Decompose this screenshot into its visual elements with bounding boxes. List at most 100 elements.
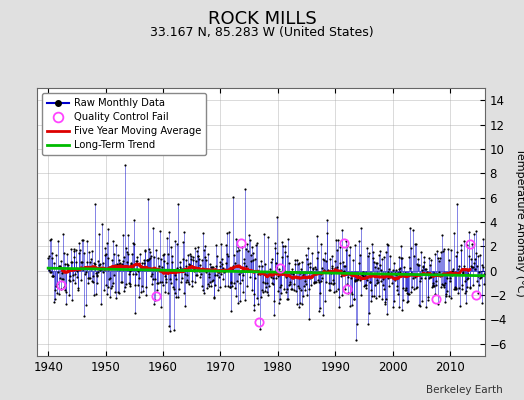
Point	[242, 263, 250, 270]
Point	[96, 267, 104, 273]
Point	[392, 283, 401, 289]
Point	[230, 279, 238, 286]
Point	[429, 282, 437, 288]
Point	[388, 280, 396, 286]
Point	[146, 255, 154, 261]
Point	[176, 264, 184, 270]
Point	[426, 273, 434, 280]
Point	[349, 270, 357, 277]
Point	[475, 268, 483, 275]
Point	[201, 254, 209, 260]
Point	[296, 270, 304, 276]
Point	[66, 278, 74, 284]
Point	[386, 274, 394, 280]
Point	[67, 258, 75, 265]
Point	[467, 262, 475, 269]
Point	[262, 272, 270, 278]
Point	[178, 274, 186, 281]
Point	[460, 238, 468, 244]
Point	[49, 273, 58, 279]
Point	[436, 284, 445, 290]
Point	[52, 252, 60, 258]
Point	[324, 280, 333, 286]
Point	[402, 284, 410, 291]
Point	[131, 309, 139, 316]
Point	[456, 246, 465, 253]
Point	[123, 248, 131, 255]
Point	[162, 276, 170, 282]
Point	[182, 279, 191, 286]
Point	[141, 292, 150, 298]
Point	[307, 282, 315, 288]
Point	[135, 251, 144, 257]
Point	[47, 235, 55, 242]
Point	[474, 290, 483, 296]
Point	[64, 267, 72, 273]
Point	[251, 256, 259, 263]
Point	[61, 287, 69, 293]
Point	[173, 294, 182, 300]
Point	[201, 257, 210, 263]
Point	[223, 251, 231, 258]
Point	[431, 251, 439, 258]
Point	[300, 282, 308, 289]
Point	[168, 284, 177, 291]
Point	[242, 246, 250, 252]
Point	[361, 282, 369, 288]
Point	[424, 254, 433, 261]
Point	[298, 301, 307, 307]
Point	[348, 302, 356, 308]
Point	[450, 286, 458, 292]
Point	[156, 279, 164, 285]
Point	[367, 286, 376, 293]
Point	[352, 276, 361, 283]
Point	[340, 268, 348, 274]
Point	[194, 244, 203, 250]
Point	[146, 249, 154, 256]
Point	[250, 307, 259, 313]
Point	[461, 289, 470, 296]
Point	[467, 256, 475, 262]
Point	[345, 271, 353, 277]
Point	[79, 236, 88, 243]
Point	[369, 249, 377, 256]
Point	[228, 266, 237, 272]
Point	[165, 228, 173, 235]
Point	[471, 256, 479, 262]
Point	[325, 256, 334, 262]
Point	[279, 270, 287, 277]
Point	[461, 300, 470, 306]
Point	[380, 286, 388, 292]
Point	[96, 300, 105, 307]
Point	[95, 262, 104, 269]
Point	[460, 263, 468, 269]
Point	[264, 234, 272, 240]
Point	[75, 240, 83, 246]
Point	[463, 284, 472, 291]
Point	[309, 265, 318, 271]
Point	[219, 264, 227, 271]
Point	[215, 262, 224, 269]
Point	[356, 277, 364, 283]
Point	[312, 233, 321, 240]
Point	[462, 288, 470, 294]
Point	[361, 273, 369, 279]
Point	[425, 274, 433, 281]
Point	[236, 280, 244, 286]
Point	[330, 280, 339, 286]
Point	[289, 275, 298, 281]
Point	[166, 276, 174, 282]
Point	[210, 295, 218, 301]
Point	[89, 272, 97, 279]
Point	[202, 284, 211, 291]
Point	[258, 287, 266, 293]
Point	[422, 270, 431, 276]
Point	[195, 256, 204, 262]
Point	[408, 271, 417, 278]
Point	[288, 265, 297, 272]
Point	[220, 267, 228, 273]
Point	[328, 262, 336, 269]
Point	[472, 263, 481, 270]
Point	[119, 257, 127, 264]
Point	[373, 260, 381, 266]
